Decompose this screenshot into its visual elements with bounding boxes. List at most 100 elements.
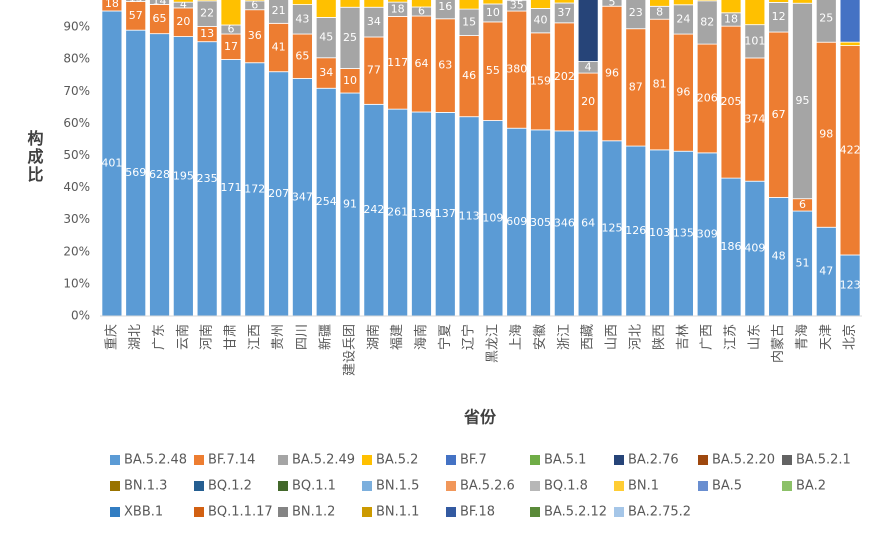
data-label: 46 xyxy=(462,69,476,82)
bar-segment xyxy=(268,0,289,24)
y-tick-label: 40% xyxy=(63,180,90,194)
data-label: 96 xyxy=(605,66,619,79)
data-label: 8 xyxy=(656,6,663,19)
legend-label: BA.5.2.12 xyxy=(544,505,607,520)
legend-label: XBB.1 xyxy=(124,505,163,520)
data-label: 18 xyxy=(391,2,405,15)
y-tick-label: 50% xyxy=(63,148,90,162)
legend-swatch xyxy=(278,507,288,517)
data-label: 6 xyxy=(418,5,425,18)
data-label: 13 xyxy=(129,0,143,4)
x-tick-label: 甘肃 xyxy=(223,324,238,350)
data-label: 186 xyxy=(721,240,742,253)
legend-label: BA.2.75.2 xyxy=(628,505,691,520)
bar-segment xyxy=(815,0,837,43)
data-label: 34 xyxy=(319,66,333,79)
data-label: 98 xyxy=(819,128,833,141)
data-label: 101 xyxy=(744,34,765,47)
bar-segment xyxy=(577,0,599,62)
bar-segment xyxy=(530,0,551,9)
legend-swatch xyxy=(782,481,792,491)
bar-segment xyxy=(292,0,313,5)
data-label: 20 xyxy=(176,15,190,28)
data-label: 18 xyxy=(105,0,119,10)
data-label: 113 xyxy=(459,209,480,222)
legend-swatch xyxy=(110,455,120,465)
x-tick-label: 江西 xyxy=(247,324,262,350)
x-tick-label: 四川 xyxy=(295,324,310,350)
data-label: 16 xyxy=(438,0,452,13)
legend-swatch xyxy=(698,481,708,491)
legend-label: BA.5.2.20 xyxy=(712,453,775,468)
data-label: 48 xyxy=(772,250,786,263)
data-label: 57 xyxy=(129,9,143,22)
legend-label: BA.5.2.48 xyxy=(124,453,187,468)
data-label: 123 xyxy=(840,278,861,291)
data-label: 43 xyxy=(295,12,309,25)
x-tick-label: 上海 xyxy=(509,324,524,350)
data-label: 63 xyxy=(438,59,452,72)
x-tick-label: 山西 xyxy=(604,324,619,350)
data-label: 109 xyxy=(482,211,503,224)
bar-segment xyxy=(244,0,266,2)
data-label: 34 xyxy=(367,15,381,28)
x-axis-title: 省份 xyxy=(463,408,497,427)
x-tick-label: 浙江 xyxy=(557,324,572,350)
legend-label: BN.1.1 xyxy=(376,505,419,520)
data-label: 206 xyxy=(697,91,718,104)
data-label: 40 xyxy=(534,14,548,27)
bar-segment xyxy=(839,41,861,47)
data-label: 95 xyxy=(795,94,809,107)
x-tick-label: 云南 xyxy=(175,324,191,350)
y-tick-label: 0% xyxy=(71,309,90,323)
data-label: 137 xyxy=(435,207,456,220)
bar-segment xyxy=(387,0,409,3)
legend-swatch xyxy=(362,507,372,517)
legend-swatch xyxy=(446,507,456,517)
data-label: 235 xyxy=(197,172,218,185)
legend-label: BA.5.2 xyxy=(376,453,418,468)
legend-swatch xyxy=(446,481,456,491)
data-label: 47 xyxy=(819,265,833,278)
data-label: 305 xyxy=(530,216,551,229)
bar-segment xyxy=(149,0,170,5)
data-label: 81 xyxy=(653,78,667,91)
x-tick-label: 河北 xyxy=(628,324,643,350)
y-tick-label: 90% xyxy=(63,20,90,34)
x-tick-label: 建设兵团 xyxy=(343,324,358,376)
legend-label: BA.5.2.6 xyxy=(460,479,515,494)
data-label: 24 xyxy=(676,12,690,25)
x-tick-label: 广东 xyxy=(152,324,167,350)
data-label: 401 xyxy=(101,156,122,169)
data-label: 4 xyxy=(180,0,187,11)
x-tick-label: 新疆 xyxy=(318,324,334,350)
data-label: 10 xyxy=(343,74,357,87)
bar-segment xyxy=(482,0,504,5)
x-tick-label: 西藏 xyxy=(581,324,596,350)
bar-segment xyxy=(839,0,861,43)
bar-segment xyxy=(411,0,432,8)
bar-segment xyxy=(220,0,242,26)
data-label: 22 xyxy=(200,7,214,20)
bar-segment xyxy=(315,0,337,18)
legend-swatch xyxy=(110,481,120,491)
data-label: 569 xyxy=(125,166,146,179)
data-label: 195 xyxy=(173,169,194,182)
data-label: 36 xyxy=(248,29,262,42)
legend-label: BN.1.2 xyxy=(292,505,335,520)
data-label: 172 xyxy=(244,182,265,195)
x-tick-label: 重庆 xyxy=(103,324,119,350)
bar-segment xyxy=(792,0,813,4)
data-label: 628 xyxy=(149,168,170,181)
data-label: 65 xyxy=(295,49,309,62)
data-label: 17 xyxy=(224,40,238,53)
data-label: 254 xyxy=(316,195,337,208)
bar-segment xyxy=(339,0,361,8)
data-label: 207 xyxy=(268,187,289,200)
x-tick-label: 湖北 xyxy=(128,324,143,350)
data-label: 346 xyxy=(554,216,575,229)
legend-label: BQ.1.2 xyxy=(208,479,252,494)
data-label: 6 xyxy=(251,0,258,11)
x-tick-label: 湖南 xyxy=(365,324,381,350)
